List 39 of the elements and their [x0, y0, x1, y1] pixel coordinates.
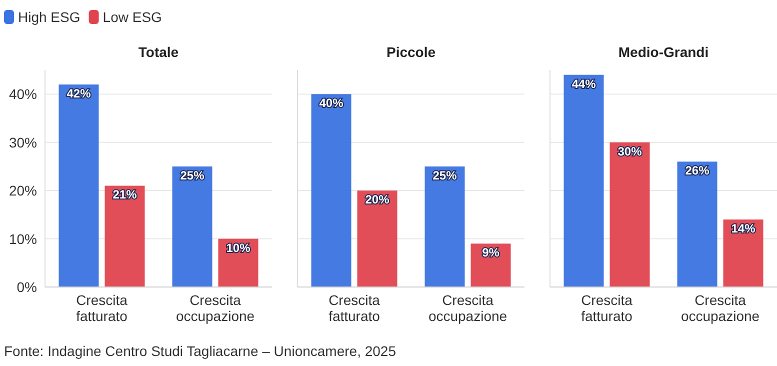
bar	[104, 186, 145, 287]
chart-title: Medio-Grandi	[618, 44, 709, 60]
bar	[564, 74, 604, 287]
bar	[677, 162, 718, 287]
y-tick-label: 20%	[8, 182, 37, 199]
bar	[610, 142, 650, 287]
x-tick-label: Crescita occupazione	[428, 292, 508, 324]
bar	[424, 166, 465, 287]
data-label: 25%	[180, 168, 205, 182]
bar	[58, 84, 99, 287]
x-tick-label: Crescita fatturato	[328, 292, 380, 324]
data-label: 26%	[685, 164, 710, 178]
data-label: 14%	[731, 221, 756, 236]
data-label: 40%	[319, 96, 344, 110]
y-tick-label: 10%	[8, 230, 37, 247]
data-label: 42%	[66, 86, 92, 100]
bar	[311, 94, 352, 287]
legend-label: High ESG	[18, 9, 80, 25]
data-label: 10%	[226, 240, 251, 255]
x-tick-label: Crescita occupazione	[680, 292, 760, 324]
x-tick-label: Crescita occupazione	[176, 292, 255, 324]
legend-label: Low ESG	[102, 9, 162, 25]
bar	[357, 190, 398, 287]
data-label: 30%	[618, 144, 642, 158]
data-label: 20%	[365, 192, 390, 207]
y-tick-label: 40%	[8, 86, 37, 102]
y-tick-label: 0%	[16, 279, 37, 295]
data-label: 44%	[572, 76, 596, 91]
chart-title: Piccole	[386, 44, 436, 60]
x-tick-label: Crescita fatturato	[76, 292, 128, 324]
data-label: 9%	[482, 246, 500, 260]
x-tick-label: Crescita fatturato	[581, 292, 633, 324]
bar	[723, 219, 764, 287]
data-label: 21%	[112, 188, 138, 202]
source-note: Fonte: Indagine Centro Studi Tagliacarne – Unioncamere, 2025	[4, 343, 396, 359]
chart-title: Totale	[138, 44, 179, 60]
bar	[172, 166, 212, 287]
y-tick-label: 30%	[8, 134, 37, 150]
data-label: 25%	[432, 168, 458, 182]
